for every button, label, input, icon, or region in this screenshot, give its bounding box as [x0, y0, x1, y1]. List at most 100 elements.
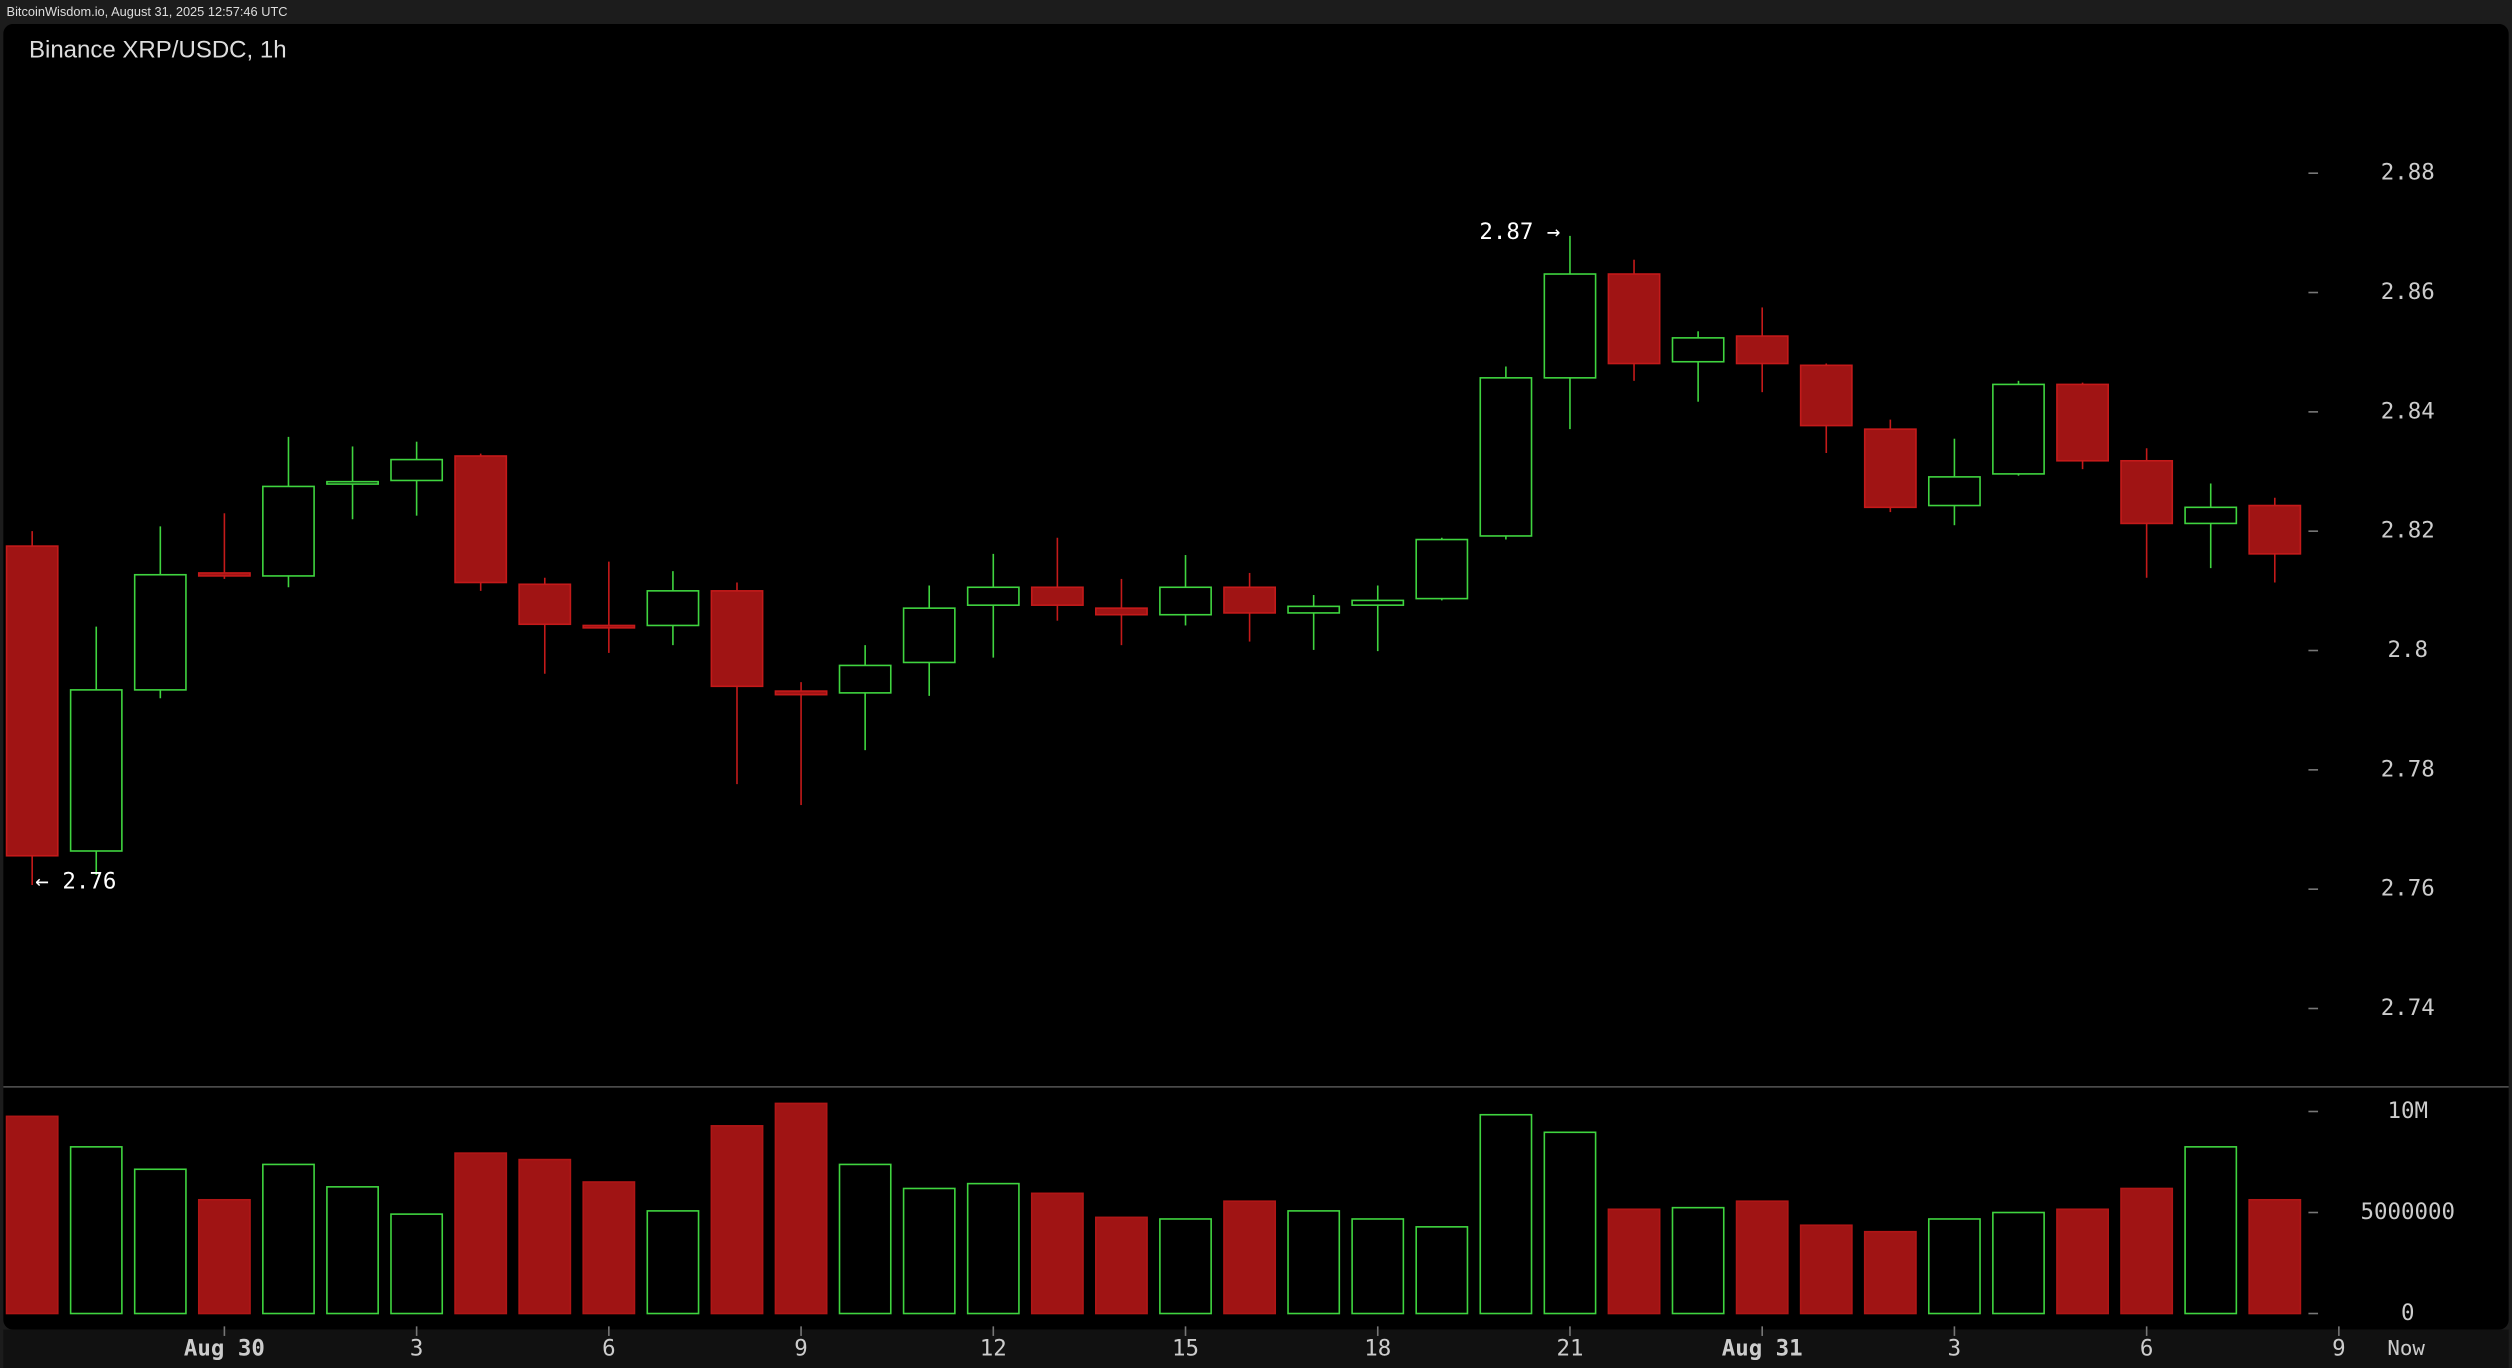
candle-body [2248, 504, 2302, 555]
volume-bar [1735, 1200, 1789, 1315]
volume-bar [133, 1168, 187, 1315]
candle-body [1030, 586, 1084, 606]
candle-body [1735, 335, 1789, 365]
candle-body [1287, 605, 1341, 614]
x-tick-label: 9 [794, 1335, 808, 1361]
y-tick-label: 2.74 [2381, 995, 2435, 1021]
volume-bar [774, 1102, 828, 1315]
y-tick-label: 2.78 [2381, 756, 2435, 782]
candle-body [1927, 476, 1981, 507]
volume-bar [1799, 1224, 1853, 1315]
volume-bar [390, 1213, 444, 1315]
x-tick-label: 18 [1364, 1335, 1391, 1361]
candle-body [582, 624, 636, 629]
x-tick-label: 12 [980, 1335, 1007, 1361]
y-tick-label: 2.86 [2381, 279, 2435, 305]
candle-body [197, 572, 251, 577]
volume-bar [1927, 1218, 1981, 1315]
volume-bar [2056, 1208, 2109, 1315]
x-tick-label: 6 [602, 1335, 616, 1361]
candle-body [69, 689, 123, 852]
volume-bar [454, 1152, 508, 1315]
x-tick-label: 15 [1172, 1335, 1199, 1361]
volume-bar [2248, 1198, 2302, 1315]
y2-tick-label: 5000000 [2361, 1199, 2455, 1225]
candle-body [454, 455, 508, 584]
candle-body [710, 590, 764, 688]
candle-body [133, 573, 187, 691]
candle-body [2120, 459, 2174, 525]
min-label: ← 2.76 [35, 868, 116, 894]
volume-bar [1992, 1211, 2045, 1315]
x-tick-label: Aug 30 [184, 1335, 265, 1361]
candle-body [1543, 273, 1597, 379]
volume-bar [1607, 1208, 1661, 1315]
candle-body [774, 690, 828, 696]
candle-body [1223, 586, 1277, 614]
candle-body [1095, 607, 1148, 616]
candle-body [2184, 506, 2238, 525]
candle-body [518, 583, 572, 626]
x-tick-label: 21 [1556, 1335, 1583, 1361]
candle-body [390, 458, 444, 482]
candle-body [1607, 273, 1661, 365]
volume-bar [1159, 1218, 1212, 1315]
max-label: 2.87 → [1479, 219, 1560, 245]
volume-bar [646, 1210, 700, 1315]
candle-body [1479, 377, 1533, 537]
volume-bar [326, 1186, 379, 1315]
volume-bar [582, 1181, 636, 1315]
volume-bar [1543, 1131, 1597, 1315]
volume-bar [1479, 1113, 1533, 1315]
candle-body [646, 590, 700, 627]
volume-bar [1415, 1226, 1469, 1315]
candle-body [1351, 599, 1405, 606]
chart-title: Binance XRP/USDC, 1h [29, 37, 287, 64]
volume-bar [838, 1163, 892, 1315]
x-tick-label: 9 [2332, 1335, 2346, 1361]
volume-bar [5, 1115, 59, 1315]
volume-bar [262, 1163, 315, 1315]
y-tick-label: 2.82 [2381, 518, 2435, 544]
volume-bar [966, 1182, 1020, 1315]
volume-bar [197, 1198, 251, 1315]
volume-bar [902, 1187, 956, 1315]
candle-body [5, 545, 59, 857]
candle-body [1159, 586, 1212, 616]
candle-body [1992, 383, 2045, 475]
volume-bar [1030, 1192, 1084, 1315]
now-label: Now [2387, 1336, 2425, 1360]
plot-area [3, 24, 2509, 1330]
candle-body [838, 664, 892, 694]
y2-tick-label: 10M [2388, 1098, 2428, 1124]
candle-body [902, 607, 956, 664]
candle-body [326, 480, 379, 485]
volume-bar [2120, 1187, 2174, 1315]
volume-bar [710, 1125, 764, 1315]
candle-body [1671, 337, 1725, 363]
volume-bar [1351, 1218, 1405, 1315]
x-axis-area [3, 1329, 2509, 1368]
candle-body [966, 586, 1020, 606]
volume-bar [1287, 1210, 1341, 1315]
volume-bar [2184, 1146, 2238, 1315]
candle-body [1799, 364, 1853, 427]
y-tick-label: 2.84 [2381, 398, 2435, 424]
y-tick-label: 2.76 [2381, 876, 2435, 902]
x-tick-label: Aug 31 [1722, 1335, 1803, 1361]
candle-body [262, 485, 315, 577]
volume-bar [1863, 1230, 1917, 1315]
candle-body [1863, 428, 1917, 509]
y-tick-label: 2.88 [2381, 160, 2435, 186]
x-tick-label: 6 [2140, 1335, 2154, 1361]
volume-bar [69, 1146, 123, 1315]
y2-tick-label: 0 [2401, 1300, 2415, 1326]
candle-body [1415, 538, 1469, 600]
volume-bar [518, 1158, 572, 1315]
y-tick-label: 2.8 [2388, 637, 2428, 663]
x-tick-label: 3 [410, 1335, 424, 1361]
volume-bar [1223, 1200, 1277, 1315]
candle-body [2056, 383, 2109, 462]
header: BitcoinWisdom.io, August 31, 2025 12:57:… [7, 4, 288, 19]
